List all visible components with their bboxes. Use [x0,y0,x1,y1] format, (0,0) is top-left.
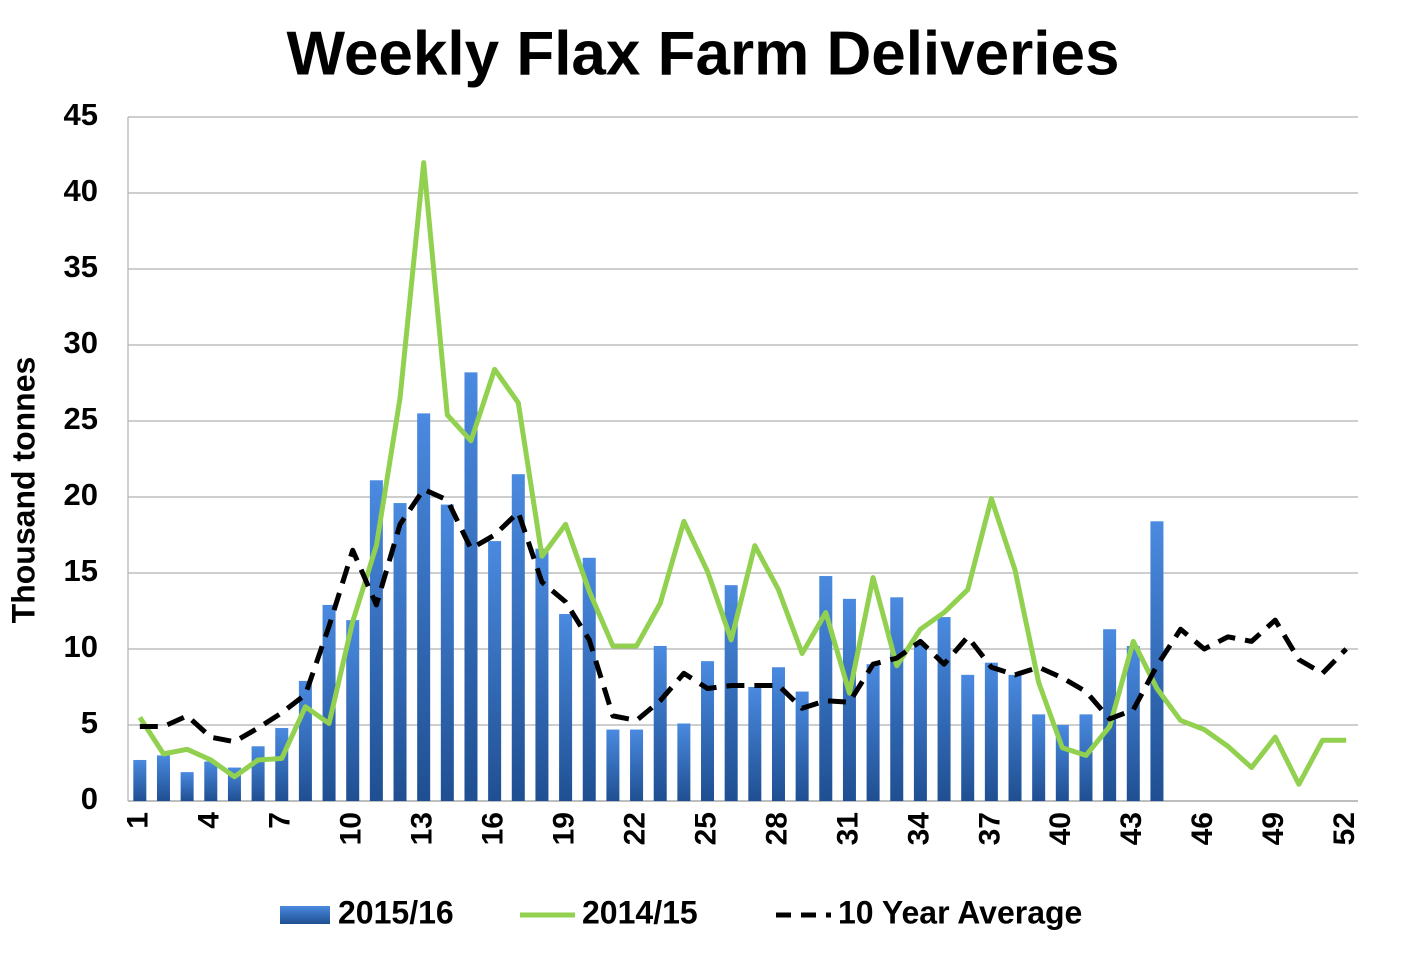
x-tick-label: 19 [548,812,581,845]
y-tick-label: 30 [64,325,98,360]
y-tick-label: 45 [64,97,98,132]
bar [535,548,549,801]
bar [819,576,833,801]
bar [630,729,644,801]
bar [488,541,502,801]
y-tick-label: 20 [64,477,98,512]
bar [795,691,809,801]
bar [1150,521,1164,801]
bar [511,474,525,801]
bar [346,620,360,801]
x-tick-label: 40 [1044,812,1077,845]
bar [180,772,194,801]
bar [133,759,147,801]
y-axis-label: Thousand tonnes [5,357,41,624]
y-tick-label: 10 [64,629,98,664]
legend-swatch [280,906,330,924]
legend-label: 2015/16 [338,894,454,930]
x-tick-label: 43 [1115,812,1148,845]
bar [653,645,667,801]
bar [559,614,573,801]
bar [842,598,856,801]
bar [1008,674,1022,801]
x-tick-label: 16 [477,812,510,845]
bar [984,662,998,801]
y-tick-label: 15 [64,553,98,588]
bar [937,617,951,801]
bar [771,667,785,801]
dashed-line [139,486,1348,745]
bar [724,585,738,801]
bar [606,729,620,801]
bar [913,644,927,801]
y-tick-label: 25 [64,401,98,436]
bar [866,664,880,801]
bar [440,504,454,801]
bar [417,413,431,801]
bar [748,687,762,801]
bar [204,761,218,801]
x-tick-label: 34 [902,812,935,846]
y-tick-label: 35 [64,249,98,284]
x-tick-label: 13 [406,812,439,845]
bar [701,661,715,801]
chart-title: Weekly Flax Farm Deliveries [287,19,1120,88]
bar [275,728,289,801]
bar [322,604,336,801]
bar [890,597,904,801]
bar [1103,629,1117,801]
bar [961,674,975,801]
bar [1032,714,1046,801]
y-tick-label: 40 [64,173,98,208]
x-tick-label: 10 [335,812,368,845]
bar [393,503,407,801]
line [137,160,1347,787]
legend-label: 10 Year Average [838,894,1082,930]
y-tick-label: 5 [81,705,98,740]
bar [464,372,478,801]
x-tick-label: 7 [264,812,297,829]
x-tick-label: 31 [831,812,864,845]
bar [1126,645,1140,801]
x-tick-label: 46 [1186,812,1219,845]
y-tick-label: 0 [81,781,98,816]
bar [677,723,691,801]
x-tick-label: 28 [760,812,793,845]
x-tick-label: 52 [1328,812,1361,845]
x-tick-label: 4 [193,812,226,829]
bar [582,557,596,801]
bar [251,746,265,801]
x-tick-label: 25 [689,812,722,845]
legend-label: 2014/15 [582,894,698,930]
x-tick-label: 37 [973,812,1006,845]
x-tick-label: 22 [618,812,651,845]
x-tick-label: 49 [1257,812,1290,845]
x-tick-label: 1 [122,812,155,829]
bar [156,755,170,801]
